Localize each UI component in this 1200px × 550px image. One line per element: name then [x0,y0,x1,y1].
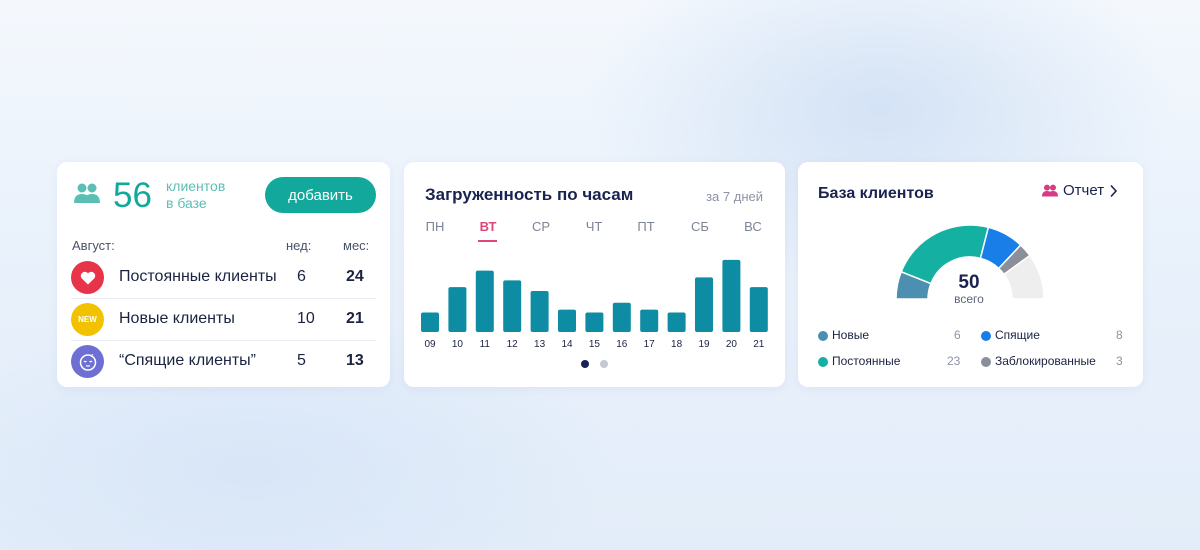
caption-line-2: в базе [166,195,207,211]
bar-15 [585,312,604,332]
new-clients-row[interactable]: NEW Новые клиенты 10 21 [71,301,376,341]
clients-summary-card: 56 клиентов в базе добавить Август: нед:… [57,162,390,387]
row-label: “Спящие клиенты” [119,352,256,369]
hour-tick-label: 20 [726,339,738,350]
add-client-button[interactable]: добавить [265,177,376,213]
hour-tick-label: 13 [534,339,546,350]
legend-value: 8 [1116,328,1123,342]
bar-21 [749,287,768,332]
report-link-label: Отчет [1063,182,1105,199]
period-selector[interactable]: за 7 дней [706,189,763,204]
hour-tick-label: 15 [589,339,601,350]
hour-tick-label: 11 [480,339,491,350]
total-clients-caption: всего [954,292,984,306]
users-icon [74,183,100,203]
gauge-segment-remainder [1002,254,1045,300]
row-week-value: 10 [297,310,315,327]
row-month-value: 13 [346,352,364,369]
hour-tick-label: 12 [507,339,519,350]
day-tab[interactable]: СБ [691,219,709,234]
legend-label: Заблокированные [995,354,1096,368]
bar-10 [448,287,467,332]
chevron-right-icon [1110,184,1118,197]
hour-tick-label: 16 [616,339,628,350]
svg-text:z: z [91,353,94,359]
row-month-value: 24 [346,268,364,285]
legend-value: 23 [947,354,961,368]
month-label: Август: [72,238,115,253]
legend-color-dot [981,331,991,341]
legend-value: 3 [1116,354,1123,368]
hourly-load-card: Загруженность по часам за 7 дней ПН ВТ СР Ч… [404,162,785,387]
row-month-value: 21 [346,310,364,327]
hourly-bar-chart: 09 10 11 12 13 14 15 16 17 18 19 20 21 [421,259,768,350]
hour-tick-label: 14 [561,339,573,350]
row-week-value: 5 [297,352,306,369]
load-card-title: Загруженность по часам [425,185,634,204]
total-clients-value: 50 [958,272,980,293]
bar-17 [640,309,659,332]
pager-dot-active[interactable] [581,360,589,368]
users-icon [1042,184,1058,197]
legend-value: 6 [954,328,961,342]
row-label: Новые клиенты [119,310,235,327]
legend-color-dot [818,357,828,367]
day-tab[interactable]: ЧТ [585,219,603,234]
bar-11 [475,270,494,332]
clients-count-caption: клиентов в базе [166,178,256,212]
bar-16 [612,302,631,332]
hour-tick-label: 19 [698,339,710,350]
bar-12 [503,280,522,332]
regular-clients-row[interactable]: Постоянные клиенты 6 24 [71,259,376,299]
client-base-gauge [895,224,1045,300]
bar-13 [530,291,549,332]
caption-line-1: клиентов [166,178,226,194]
bar-19 [695,277,713,332]
legend-label: Новые [832,328,870,342]
clients-count: 56 [113,176,152,215]
legend-color-dot [981,357,991,367]
hour-tick-label: 21 [753,339,765,350]
bar-14 [558,309,576,332]
pager-dot[interactable] [600,360,608,368]
day-tab[interactable]: СР [531,219,551,234]
heart-icon [71,261,104,294]
hour-tick-label: 17 [644,339,656,350]
row-week-value: 6 [297,268,306,285]
legend-color-dot [818,331,828,341]
report-link[interactable]: Отчет [1042,182,1118,199]
month-column-header: мес: [343,238,370,253]
new-badge-icon: NEW [71,303,104,336]
hour-tick-label: 09 [424,339,436,350]
new-badge-text: NEW [78,315,97,324]
day-tab[interactable]: ПТ [637,219,655,234]
day-tab[interactable]: ВС [744,219,762,234]
legend-label: Спящие [995,328,1040,342]
active-day-underline [478,240,497,242]
week-column-header: нед: [286,238,312,253]
row-label: Постоянные клиенты [119,268,277,285]
bar-18 [667,312,686,332]
sleeping-face-icon: z [71,345,104,378]
day-tab[interactable]: ПН [425,219,445,234]
client-base-card: База клиентов Отчет 50 всего Новые 6 Посто… [798,162,1143,387]
hour-tick-label: 10 [452,339,464,350]
day-tab[interactable]: ВТ [479,219,497,234]
bar-20 [722,259,741,332]
sleeping-clients-row[interactable]: z “Спящие клиенты” 5 13 [71,343,376,383]
hour-tick-label: 18 [671,339,683,350]
client-base-title: База клиентов [818,185,934,202]
bar-09 [421,312,439,332]
legend-label: Постоянные [832,354,901,368]
